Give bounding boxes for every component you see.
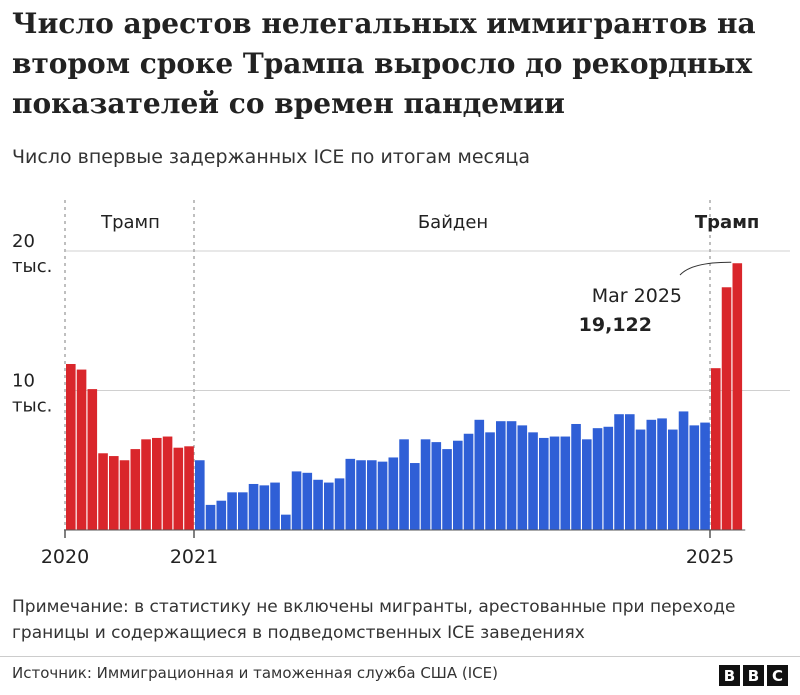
bar: [625, 414, 635, 530]
chart-subtitle: Число впервые задержанных ICE по итогам …: [12, 146, 530, 168]
bar: [66, 363, 76, 530]
bar: [582, 439, 592, 530]
bar: [442, 449, 452, 530]
bar: [141, 439, 151, 530]
bar: [646, 419, 657, 530]
bar: [227, 492, 237, 530]
bar: [76, 369, 87, 530]
bar: [291, 471, 302, 530]
bar: [420, 439, 431, 530]
bar: [506, 421, 517, 530]
bar: [517, 425, 528, 530]
x-tick-label: 2021: [170, 546, 218, 568]
bar: [592, 428, 603, 530]
bar: [721, 287, 732, 530]
chart-note: Примечание: в статистику не включены миг…: [12, 597, 736, 643]
bar: [560, 436, 571, 530]
bar: [119, 460, 130, 530]
bar: [474, 419, 485, 530]
bar: [98, 453, 108, 530]
bar: [657, 418, 667, 530]
bar: [345, 458, 356, 530]
bar: [162, 436, 173, 530]
bar: [668, 429, 678, 530]
y-tick-unit: тыс.: [12, 396, 52, 417]
bar: [399, 439, 409, 530]
x-tick-label: 2020: [41, 546, 89, 568]
bar: [453, 440, 463, 530]
logo-letter: B: [719, 665, 740, 686]
bar: [87, 389, 98, 530]
bar: [431, 442, 442, 530]
bar: [356, 460, 366, 530]
bar: [528, 432, 538, 530]
y-tick-label: 20: [12, 231, 35, 252]
bar: [711, 368, 721, 530]
bar: [463, 433, 474, 530]
period-label: Байден: [418, 212, 488, 233]
bar: [259, 485, 270, 530]
logo-letter: B: [743, 665, 764, 686]
bar: [539, 437, 549, 530]
y-tick-unit: тыс.: [12, 256, 52, 277]
logo-letter: C: [767, 665, 788, 686]
bar: [152, 437, 162, 530]
chart-title: Число арестов нелегальных иммигрантов на…: [12, 7, 756, 120]
x-tick-label: 2025: [686, 546, 734, 568]
bbc-logo: B B C: [719, 665, 788, 686]
bar: [302, 472, 313, 530]
bar: [109, 456, 119, 530]
bar: [324, 482, 334, 530]
annotation-value: 19,122: [579, 314, 652, 336]
bar: [281, 514, 291, 530]
bar: [205, 504, 216, 530]
bar: [377, 461, 388, 530]
bar: [388, 457, 399, 530]
bar: [270, 482, 280, 530]
bar: [238, 492, 248, 530]
y-tick-label: 10: [12, 371, 35, 392]
bar: [603, 426, 614, 530]
bar: [173, 447, 184, 530]
bar: [732, 263, 743, 530]
bar: [248, 483, 259, 530]
source-text: Источник: Иммиграционная и таможенная сл…: [12, 664, 498, 682]
annotation-label: Mar 2025: [592, 285, 682, 307]
bar: [635, 429, 646, 530]
bar: [485, 432, 495, 530]
period-label: Трамп: [100, 212, 160, 233]
bar: [689, 425, 700, 530]
period-label: Трамп: [695, 212, 759, 233]
annotation-leader: [679, 261, 732, 276]
bar: [313, 479, 323, 530]
bar: [216, 500, 227, 530]
bar: [496, 421, 506, 530]
bar: [614, 414, 624, 530]
bar: [571, 423, 581, 530]
bar: [130, 449, 141, 530]
bar: [549, 436, 560, 530]
arrests-bar-chart: 20 тыс. 10 тыс. Трамп Байден Трамп 2020 2021 2025…: [12, 200, 790, 568]
bar: [367, 460, 377, 530]
footer-divider: [0, 656, 800, 657]
bar: [700, 422, 710, 530]
bar: [678, 411, 689, 530]
bar: [195, 460, 205, 530]
bar: [334, 478, 345, 530]
bar: [184, 446, 194, 530]
bar: [410, 463, 420, 530]
